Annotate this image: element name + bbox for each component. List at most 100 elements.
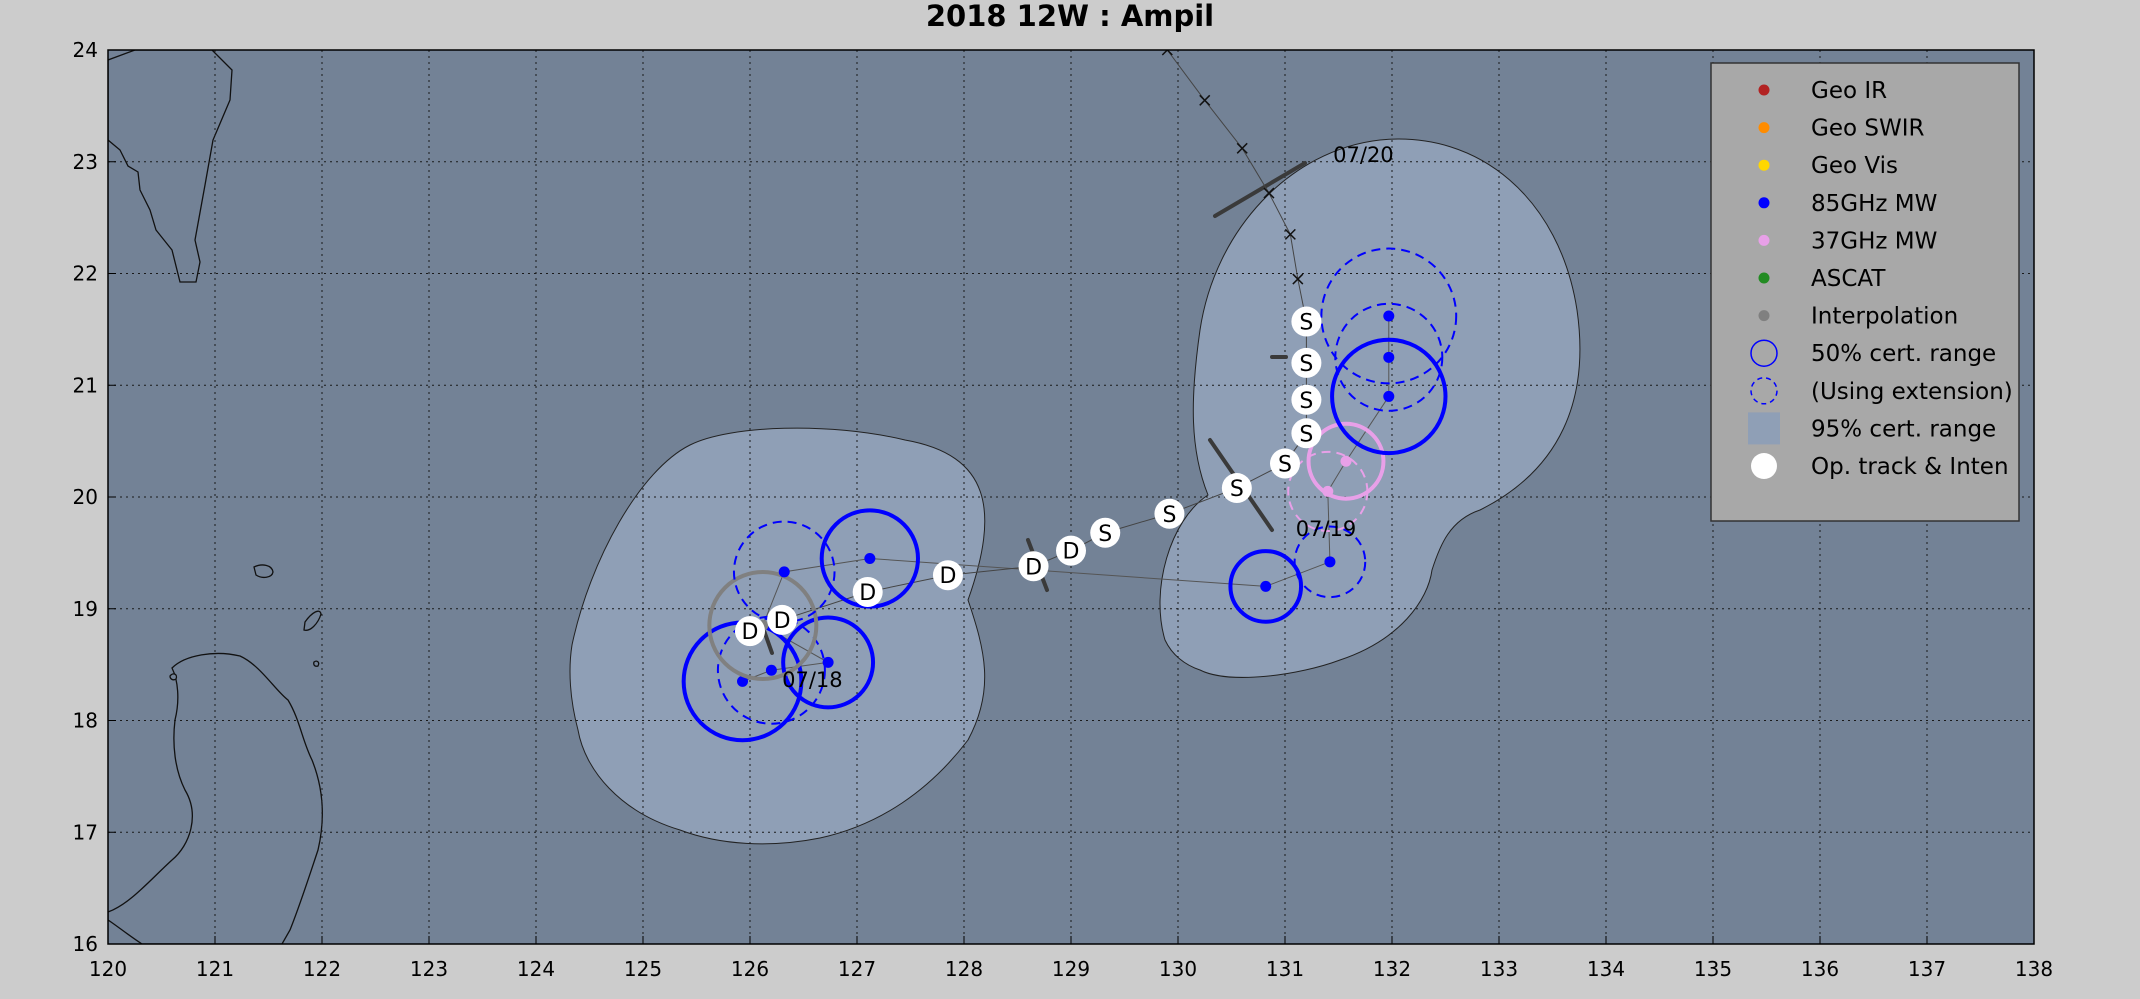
legend-item: Interpolation bbox=[1758, 304, 1958, 330]
legend-label: Op. track & Inten bbox=[1811, 454, 2009, 480]
op-track-dot bbox=[767, 604, 798, 635]
op-track-dot bbox=[1291, 418, 1322, 449]
luzon-coast bbox=[108, 652, 324, 944]
legend-label: 85GHz MW bbox=[1811, 191, 1937, 217]
op-track-marker: D bbox=[767, 604, 798, 635]
intensity-label: D bbox=[1063, 540, 1080, 565]
intensity-label: S bbox=[1299, 352, 1313, 377]
intensity-label: S bbox=[1162, 503, 1176, 528]
x-tick-label: 123 bbox=[410, 957, 448, 981]
certainty-circle bbox=[716, 615, 826, 725]
intensity-label: D bbox=[742, 620, 759, 645]
certainty-circle bbox=[1306, 421, 1386, 501]
chart-title: 2018 12W : Ampil bbox=[926, 0, 1214, 33]
fix-dot bbox=[1260, 580, 1272, 592]
x-tick-label: 135 bbox=[1694, 957, 1732, 981]
legend-item: Geo IR bbox=[1758, 78, 1887, 104]
op-track-marker: S bbox=[1291, 306, 1322, 337]
x-tick-label: 132 bbox=[1373, 957, 1411, 981]
fix-dot bbox=[1324, 556, 1336, 568]
certainty-circle bbox=[1293, 525, 1367, 599]
legend-item: 37GHz MW bbox=[1758, 228, 1937, 254]
op-track-marker: D bbox=[932, 560, 963, 591]
legend-label: 37GHz MW bbox=[1811, 228, 1937, 254]
y-tick-label: 22 bbox=[73, 262, 98, 286]
fix-dot bbox=[1383, 310, 1395, 322]
intensity-label: D bbox=[939, 564, 956, 589]
grid-lines bbox=[108, 50, 2034, 944]
legend-label: 50% cert. range bbox=[1811, 341, 1996, 367]
op-track-marker: S bbox=[1291, 347, 1322, 378]
legend-item: 50% cert. range bbox=[1750, 339, 1996, 367]
date-label: 07/19 bbox=[1296, 517, 1357, 541]
legend-item: Geo SWIR bbox=[1758, 116, 1924, 142]
legend-item: 95% cert. range bbox=[1748, 412, 1996, 445]
op-track-marker: S bbox=[1090, 517, 1121, 548]
fix-dot bbox=[1383, 351, 1395, 363]
x-tick-label: 126 bbox=[731, 957, 769, 981]
y-tick-label: 21 bbox=[73, 373, 98, 397]
legend-item: (Using extension) bbox=[1750, 377, 2013, 405]
legend-symbol bbox=[1758, 197, 1770, 209]
forecast-x-mark bbox=[1161, 50, 1173, 56]
forecast-x-mark bbox=[1199, 94, 1211, 106]
intensity-label: D bbox=[859, 581, 876, 606]
op-track-marker: D bbox=[735, 616, 765, 647]
fix-mw85 bbox=[716, 615, 826, 725]
fix-dot bbox=[1383, 390, 1395, 402]
legend-symbol bbox=[1758, 84, 1770, 96]
x-tick-label: 136 bbox=[1801, 957, 1839, 981]
legend-label: (Using extension) bbox=[1811, 379, 2013, 405]
legend-item: 85GHz MW bbox=[1758, 191, 1937, 217]
small-island-3 bbox=[313, 660, 320, 667]
legend-symbol bbox=[1750, 339, 1778, 367]
fix-mw85 bbox=[1228, 549, 1304, 624]
x-tick-label: 138 bbox=[2015, 957, 2053, 981]
intensity-label: D bbox=[1025, 555, 1042, 580]
x-tick-label: 122 bbox=[303, 957, 341, 981]
fix-mw37 bbox=[1306, 421, 1386, 501]
fix-dot bbox=[864, 552, 876, 564]
legend-label: 95% cert. range bbox=[1811, 416, 1996, 442]
x-tick-label: 128 bbox=[945, 957, 983, 981]
legend-label: Interpolation bbox=[1811, 304, 1958, 330]
land-outlines bbox=[108, 50, 324, 944]
legend-symbol bbox=[1758, 234, 1770, 246]
op-track-marker: D bbox=[852, 576, 883, 607]
y-tick-label: 17 bbox=[73, 820, 98, 844]
x-tick-label: 127 bbox=[838, 957, 876, 981]
x-tick-label: 134 bbox=[1587, 957, 1625, 981]
fix-dot bbox=[765, 664, 777, 676]
legend-item: Geo Vis bbox=[1758, 153, 1898, 179]
op-track-dot bbox=[1056, 535, 1086, 566]
legend-label: Geo Vis bbox=[1811, 153, 1898, 179]
legend-symbol bbox=[1758, 159, 1770, 171]
certainty-circle bbox=[781, 615, 876, 710]
legend: Geo IR Geo SWIR Geo Vis 85GHz MW 37GHz MW ASC… bbox=[1710, 62, 2020, 522]
x-axis-ticks: 120 121 122 123 124 125 126 127 128 129 130 131 132 1… bbox=[89, 936, 2053, 981]
forecast-track bbox=[1161, 50, 1307, 322]
op-track-marker: D bbox=[1056, 535, 1086, 566]
intensity-label: S bbox=[1098, 522, 1112, 547]
op-track-dot bbox=[735, 616, 765, 647]
x-tick-label: 133 bbox=[1480, 957, 1518, 981]
small-island-1 bbox=[253, 564, 274, 579]
legend-symbol bbox=[1751, 453, 1777, 479]
op-track-dot bbox=[1018, 551, 1049, 582]
y-tick-label: 24 bbox=[73, 38, 98, 62]
taiwan-coast bbox=[108, 50, 233, 283]
legend-symbol bbox=[1758, 310, 1770, 322]
op-track-dot bbox=[932, 560, 963, 591]
satellite-fixes bbox=[681, 247, 1458, 743]
fix-mw85 bbox=[1320, 247, 1458, 385]
intensity-label: S bbox=[1230, 477, 1244, 502]
certainty-circle bbox=[1320, 247, 1458, 385]
forecast-x-mark bbox=[1284, 228, 1296, 240]
legend-label: ASCAT bbox=[1811, 266, 1886, 292]
x-tick-label: 129 bbox=[1052, 957, 1090, 981]
y-tick-label: 18 bbox=[73, 709, 98, 733]
